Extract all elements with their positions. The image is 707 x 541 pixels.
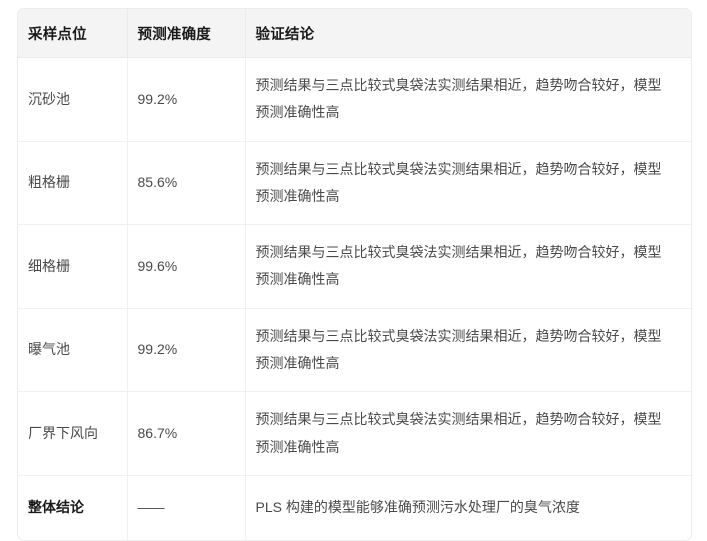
results-table: 采样点位 预测准确度 验证结论 沉砂池 99.2% 预测结果与三点比较式臭袋法实… — [18, 9, 691, 540]
table-header-row: 采样点位 预测准确度 验证结论 — [18, 9, 691, 58]
cell-summary-accuracy: —— — [127, 475, 246, 540]
table-row: 沉砂池 99.2% 预测结果与三点比较式臭袋法实测结果相近，趋势吻合较好，模型预… — [18, 57, 691, 142]
table-row: 粗格栅 85.6% 预测结果与三点比较式臭袋法实测结果相近，趋势吻合较好，模型预… — [18, 141, 691, 226]
cell-prediction-accuracy: 85.6% — [127, 141, 246, 226]
cell-sampling-point: 沉砂池 — [18, 57, 128, 142]
cell-validation-conclusion: 预测结果与三点比较式臭袋法实测结果相近，趋势吻合较好，模型预测准确性高 — [245, 57, 691, 142]
table-body: 沉砂池 99.2% 预测结果与三点比较式臭袋法实测结果相近，趋势吻合较好，模型预… — [18, 57, 691, 540]
table-row: 曝气池 99.2% 预测结果与三点比较式臭袋法实测结果相近，趋势吻合较好，模型预… — [18, 308, 691, 393]
cell-prediction-accuracy: 99.2% — [127, 308, 246, 393]
cell-sampling-point: 细格栅 — [18, 224, 128, 309]
cell-sampling-point: 粗格栅 — [18, 141, 128, 226]
table-summary-row: 整体结论 —— PLS 构建的模型能够准确预测污水处理厂的臭气浓度 — [18, 475, 691, 540]
cell-summary-conclusion: PLS 构建的模型能够准确预测污水处理厂的臭气浓度 — [245, 475, 691, 540]
table-row: 细格栅 99.6% 预测结果与三点比较式臭袋法实测结果相近，趋势吻合较好，模型预… — [18, 224, 691, 309]
table-row: 厂界下风向 86.7% 预测结果与三点比较式臭袋法实测结果相近，趋势吻合较好，模… — [18, 391, 691, 476]
column-header-validation-conclusion: 验证结论 — [245, 9, 691, 58]
cell-prediction-accuracy: 99.6% — [127, 224, 246, 309]
cell-sampling-point: 厂界下风向 — [18, 391, 128, 476]
cell-validation-conclusion: 预测结果与三点比较式臭袋法实测结果相近，趋势吻合较好，模型预测准确性高 — [245, 141, 691, 226]
table-header: 采样点位 预测准确度 验证结论 — [18, 9, 691, 58]
cell-prediction-accuracy: 99.2% — [127, 57, 246, 142]
column-header-sampling-point: 采样点位 — [18, 9, 128, 58]
page-root: 采样点位 预测准确度 验证结论 沉砂池 99.2% 预测结果与三点比较式臭袋法实… — [17, 8, 692, 541]
cell-validation-conclusion: 预测结果与三点比较式臭袋法实测结果相近，趋势吻合较好，模型预测准确性高 — [245, 224, 691, 309]
column-header-prediction-accuracy: 预测准确度 — [127, 9, 246, 58]
cell-summary-label: 整体结论 — [18, 475, 128, 540]
cell-validation-conclusion: 预测结果与三点比较式臭袋法实测结果相近，趋势吻合较好，模型预测准确性高 — [245, 391, 691, 476]
cell-sampling-point: 曝气池 — [18, 308, 128, 393]
cell-validation-conclusion: 预测结果与三点比较式臭袋法实测结果相近，趋势吻合较好，模型预测准确性高 — [245, 308, 691, 393]
cell-prediction-accuracy: 86.7% — [127, 391, 246, 476]
validation-results-table: 采样点位 预测准确度 验证结论 沉砂池 99.2% 预测结果与三点比较式臭袋法实… — [17, 8, 692, 541]
